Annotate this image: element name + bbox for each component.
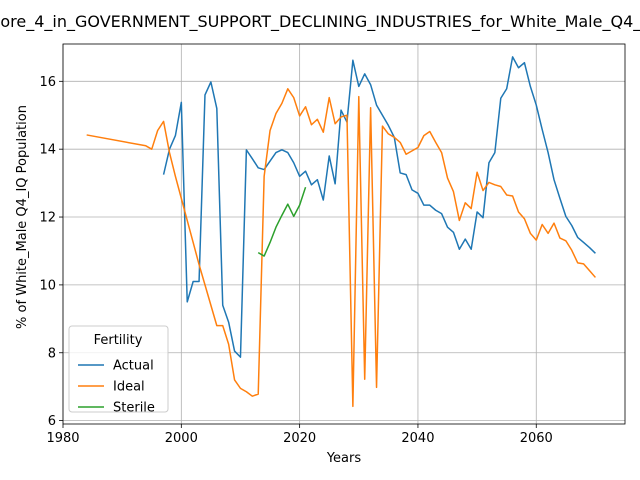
y-tick-label: 12 [39,211,56,226]
y-axis-ticks: 6 8 10 12 14 16 [39,75,63,429]
x-tick-label: 1980 [46,431,79,446]
y-tick-label: 10 [39,278,56,293]
y-tick-label: 6 [48,414,56,429]
grid-lines [62,44,625,424]
x-axis-label: Years [326,451,362,466]
legend-label-ideal: Ideal [113,380,145,395]
chart-title: Score_4_in_GOVERNMENT_SUPPORT_DECLINING_… [0,12,640,32]
x-tick-label: 2020 [283,431,316,446]
legend: Fertility Actual Ideal Sterile [68,325,169,416]
x-axis-ticks: 1980 2000 2020 2040 2060 [46,424,553,446]
y-axis-label: % of White_Male Q4_IQ Population [15,105,30,329]
series-line-ideal [86,88,596,408]
legend-entries: Actual Ideal Sterile [78,359,155,416]
x-tick-label: 2040 [401,431,434,446]
series-layer [86,56,596,408]
legend-box [68,325,169,413]
y-tick-label: 14 [39,143,56,158]
x-tick-label: 2060 [520,431,553,446]
series-line-sterile [257,186,307,257]
legend-label-actual: Actual [113,359,154,374]
y-tick-label: 16 [39,75,56,90]
series-line-actual [162,56,596,358]
plot-frame [62,43,626,425]
legend-title: Fertility [94,333,143,348]
legend-label-sterile: Sterile [113,401,155,416]
x-tick-label: 2000 [165,431,198,446]
y-tick-label: 8 [48,346,56,361]
